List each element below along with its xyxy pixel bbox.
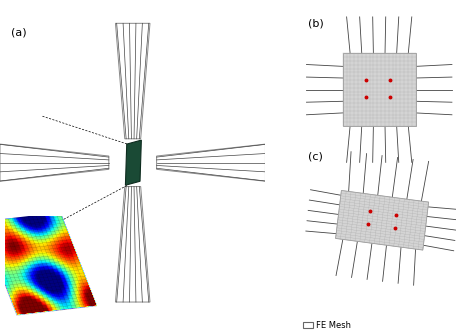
Polygon shape xyxy=(126,140,141,185)
Text: (a): (a) xyxy=(10,27,26,37)
Text: (b): (b) xyxy=(308,18,324,28)
Polygon shape xyxy=(116,23,150,139)
Bar xyxy=(343,53,416,126)
Polygon shape xyxy=(156,144,265,181)
Legend: FE Mesh, Simulated Fiducial Markers, Tethers: FE Mesh, Simulated Fiducial Markers, Tet… xyxy=(300,317,433,332)
Polygon shape xyxy=(116,187,150,302)
Text: (c): (c) xyxy=(308,151,323,161)
Polygon shape xyxy=(0,144,109,181)
Polygon shape xyxy=(336,191,428,250)
